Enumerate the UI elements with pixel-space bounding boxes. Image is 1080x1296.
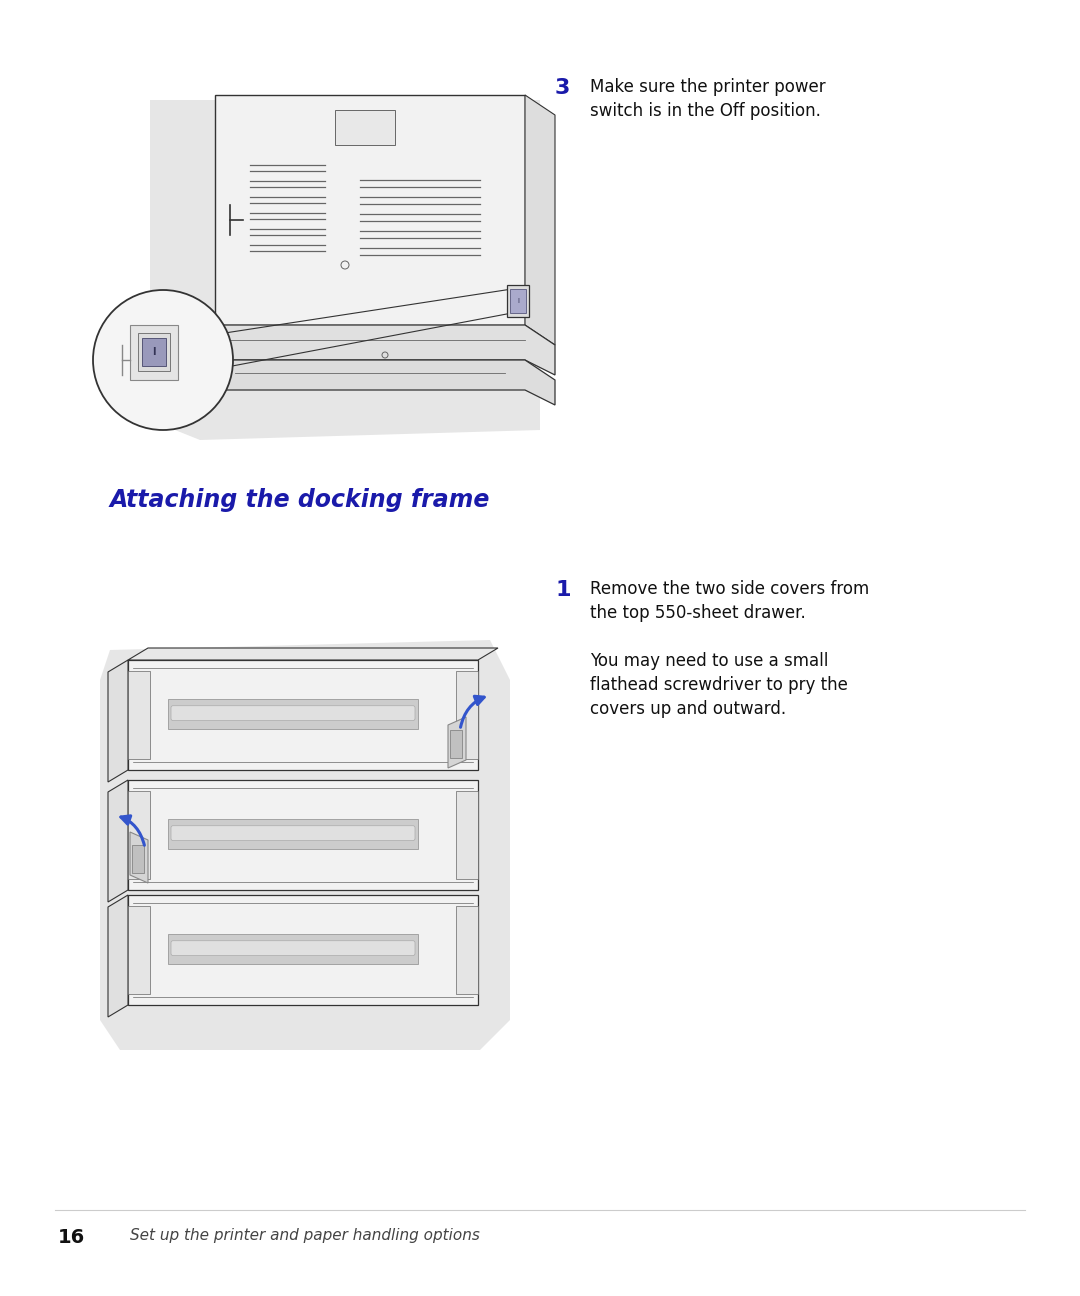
FancyBboxPatch shape — [168, 699, 418, 730]
Text: the top 550-sheet drawer.: the top 550-sheet drawer. — [590, 604, 806, 622]
Text: You may need to use a small: You may need to use a small — [590, 652, 828, 670]
FancyBboxPatch shape — [171, 941, 415, 955]
FancyBboxPatch shape — [171, 706, 415, 721]
Text: Make sure the printer power: Make sure the printer power — [590, 78, 825, 96]
Text: I: I — [517, 298, 519, 305]
FancyBboxPatch shape — [130, 325, 178, 380]
Text: Attaching the docking frame: Attaching the docking frame — [110, 489, 490, 512]
FancyBboxPatch shape — [335, 110, 395, 145]
Polygon shape — [108, 896, 129, 1017]
FancyBboxPatch shape — [171, 826, 415, 841]
FancyBboxPatch shape — [129, 780, 478, 890]
FancyBboxPatch shape — [450, 730, 462, 758]
FancyBboxPatch shape — [141, 338, 166, 365]
FancyBboxPatch shape — [129, 671, 150, 759]
FancyBboxPatch shape — [168, 933, 418, 964]
FancyBboxPatch shape — [456, 791, 478, 879]
FancyBboxPatch shape — [215, 95, 525, 325]
Polygon shape — [129, 648, 498, 660]
Text: 3: 3 — [555, 78, 570, 98]
FancyBboxPatch shape — [456, 671, 478, 759]
Polygon shape — [448, 717, 465, 769]
Polygon shape — [525, 95, 555, 345]
Text: Set up the printer and paper handling options: Set up the printer and paper handling op… — [130, 1229, 480, 1243]
FancyBboxPatch shape — [507, 285, 529, 318]
Text: 16: 16 — [58, 1229, 85, 1247]
FancyBboxPatch shape — [456, 906, 478, 994]
Polygon shape — [205, 360, 555, 404]
Text: I: I — [152, 347, 156, 356]
Polygon shape — [108, 780, 129, 902]
FancyBboxPatch shape — [510, 289, 526, 314]
Text: Remove the two side covers from: Remove the two side covers from — [590, 581, 869, 597]
Polygon shape — [205, 325, 555, 375]
FancyBboxPatch shape — [129, 906, 150, 994]
FancyBboxPatch shape — [129, 660, 478, 770]
Text: covers up and outward.: covers up and outward. — [590, 700, 786, 718]
Text: switch is in the Off position.: switch is in the Off position. — [590, 102, 821, 121]
FancyBboxPatch shape — [168, 819, 418, 849]
Text: flathead screwdriver to pry the: flathead screwdriver to pry the — [590, 677, 848, 693]
Polygon shape — [150, 100, 540, 441]
Polygon shape — [108, 660, 129, 781]
FancyBboxPatch shape — [138, 333, 170, 371]
FancyBboxPatch shape — [129, 896, 478, 1004]
Polygon shape — [130, 832, 148, 883]
Polygon shape — [100, 640, 510, 1050]
FancyBboxPatch shape — [129, 791, 150, 879]
FancyBboxPatch shape — [132, 845, 144, 874]
Circle shape — [93, 290, 233, 430]
Text: 1: 1 — [555, 581, 570, 600]
